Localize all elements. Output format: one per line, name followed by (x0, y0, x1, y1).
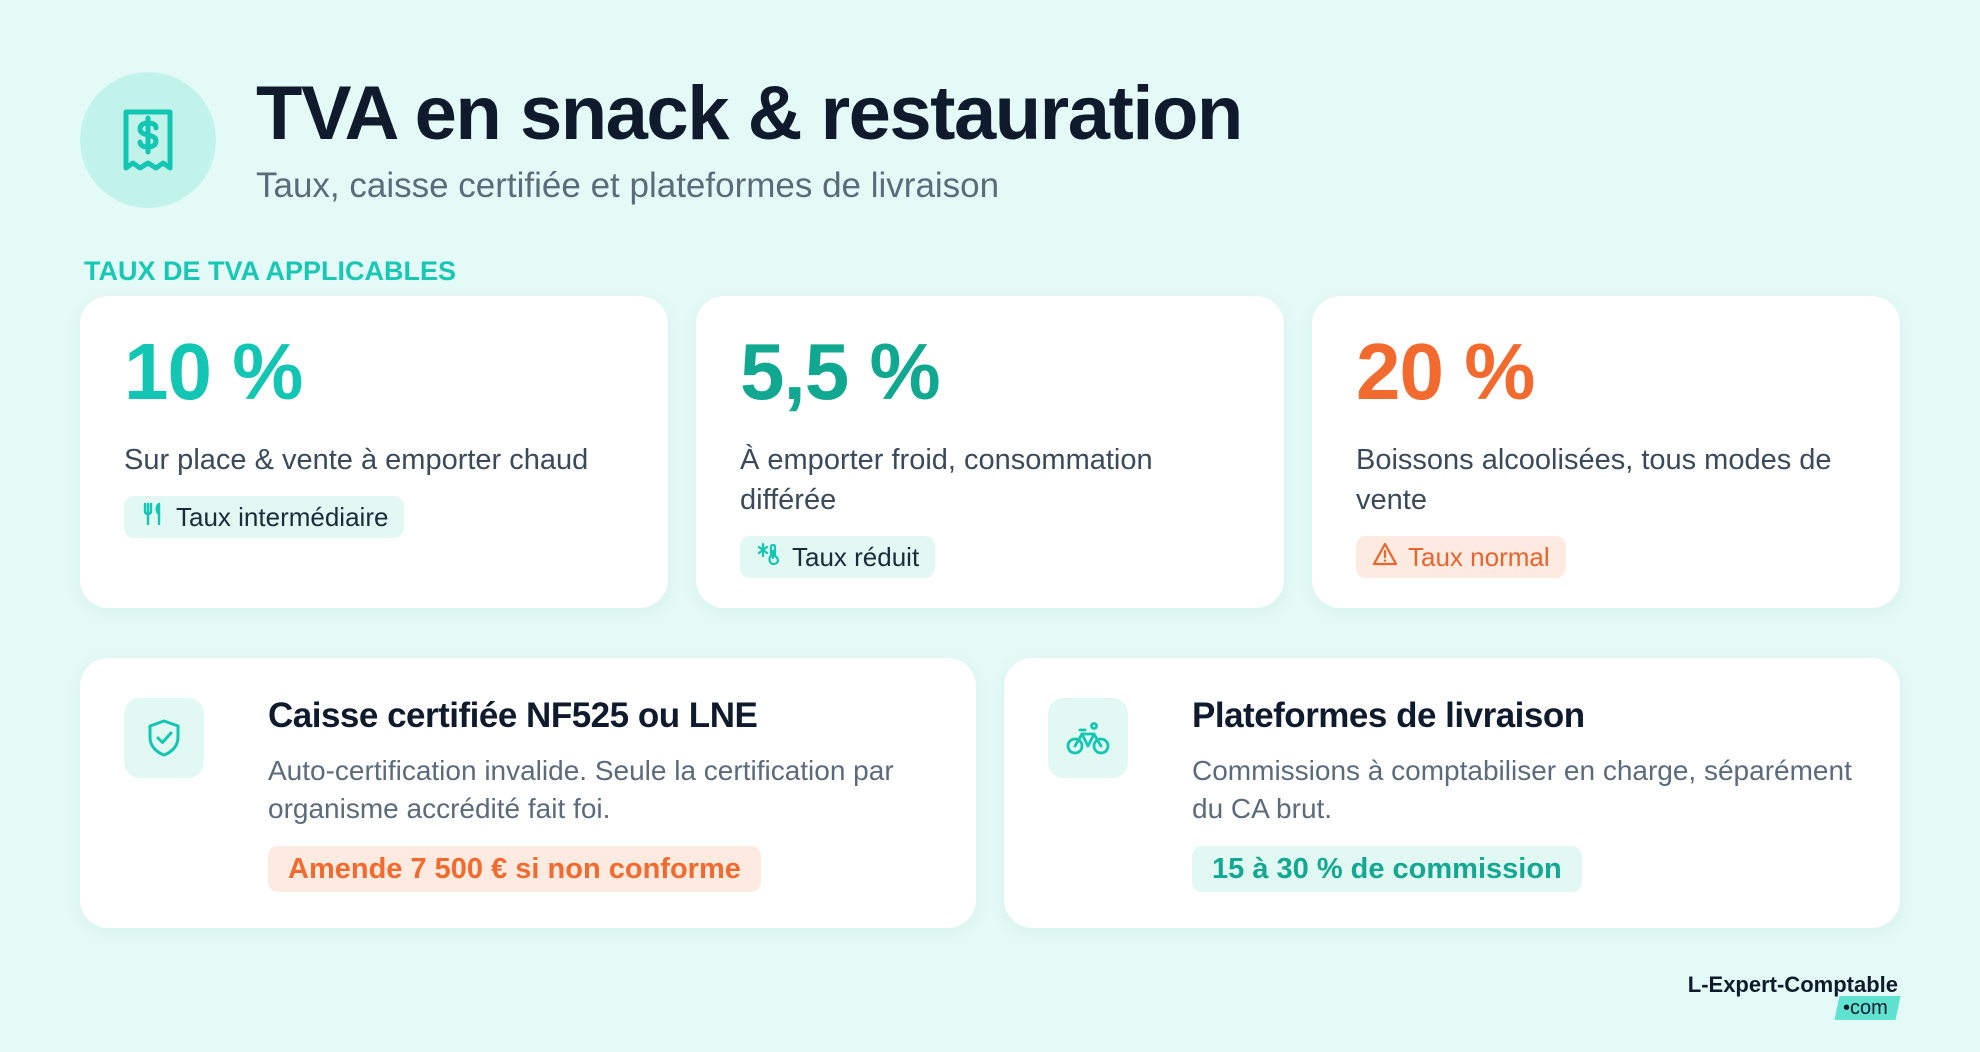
page-title: TVA en snack & restauration (256, 71, 1243, 156)
rate-value: 10 % (124, 327, 303, 416)
info-card-title: Caisse certifiée NF525 ou LNE (268, 696, 758, 735)
info-card-certified-register: Caisse certifiée NF525 ou LNE Auto-certi… (80, 658, 976, 928)
bicycle-icon (1048, 698, 1128, 778)
rate-description: Boissons alcoolisées, tous modes de vent… (1356, 444, 1832, 516)
fine-pill: Amende 7 500 € si non conforme (268, 846, 761, 892)
brand-name: L-Expert-Comptable (1687, 972, 1898, 997)
shield-check-icon (124, 698, 204, 778)
rate-card-intermediate: 10 % Sur place & vente à emporter chaud … (80, 296, 668, 608)
rate-badge-label: Taux réduit (792, 541, 920, 572)
info-card-text: Auto-certification invalide. Seule la ce… (268, 755, 894, 824)
utensils-icon (140, 501, 166, 534)
receipt-dollar-icon (80, 72, 216, 208)
commission-pill: 15 à 30 % de commission (1192, 846, 1582, 892)
section-label: TAUX DE TVA APPLICABLES (84, 256, 457, 286)
rate-card-reduced: 5,5 % À emporter froid, consommation dif… (696, 296, 1284, 608)
brand-logo: L-Expert-Comptable •com (1687, 972, 1901, 1020)
info-card-text: Commissions à comptabiliser en charge, s… (1192, 755, 1852, 824)
info-card-title: Plateformes de livraison (1192, 696, 1585, 735)
rate-badge-label: Taux intermédiaire (176, 501, 389, 532)
rate-description: Sur place & vente à emporter chaud (124, 444, 589, 476)
rate-value: 5,5 % (740, 327, 941, 416)
rate-badge: Taux normal (1356, 536, 1566, 578)
rate-badge-label: Taux normal (1408, 541, 1550, 572)
rate-badge: Taux intermédiaire (124, 496, 405, 538)
info-card-delivery-platforms: Plateformes de livraison Commissions à c… (1004, 658, 1900, 928)
rate-card-normal: 20 % Boissons alcoolisées, tous modes de… (1312, 296, 1900, 608)
warning-icon (1372, 542, 1398, 573)
page-subtitle: Taux, caisse certifiée et plateformes de… (256, 166, 1000, 205)
rate-badge: Taux réduit (740, 536, 936, 578)
rate-value: 20 % (1356, 327, 1535, 416)
brand-suffix: •com (1834, 996, 1901, 1020)
rate-description: À emporter froid, consommation différée (740, 444, 1153, 516)
snowflake-thermometer-icon (756, 541, 782, 574)
